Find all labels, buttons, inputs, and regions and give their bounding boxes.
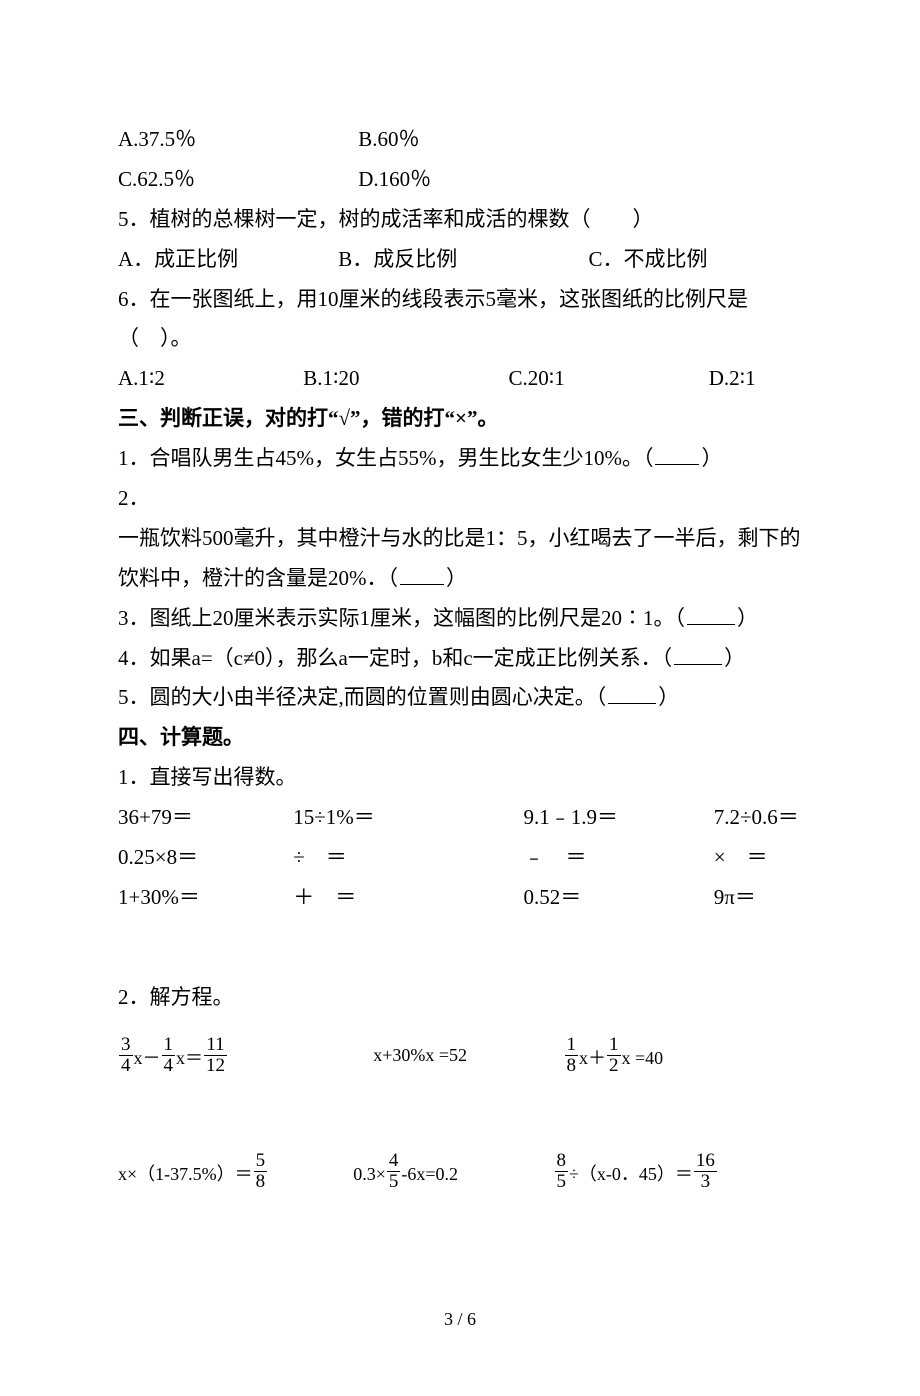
frac-den: 8 — [565, 1055, 579, 1076]
equation-2: x+30%x =52 — [373, 1038, 558, 1072]
eq-text: ÷（x-0．45）＝ — [569, 1164, 693, 1184]
frac-den: 3 — [694, 1171, 717, 1192]
frac-den: 5 — [555, 1171, 569, 1192]
blank-input[interactable] — [655, 443, 699, 465]
s3-q5-text: 5．圆的大小由半径决定,而圆的位置则由圆心决定。（ — [118, 685, 606, 709]
frac-den: 2 — [607, 1055, 621, 1076]
equation-5: 0.3×45-6x=0.2 — [353, 1150, 548, 1192]
blank-input[interactable] — [400, 563, 444, 585]
frac-den: 4 — [119, 1055, 133, 1076]
q6-opt-d: D.2∶1 — [709, 359, 756, 399]
q4-opt-a: A.37.5％ — [118, 120, 353, 160]
q5-opt-a: A．成正比例 — [118, 240, 333, 280]
close-paren: ） — [737, 606, 758, 630]
mental-cell: 9π＝ — [714, 878, 756, 918]
equation-4: x×（1-37.5%）＝58 — [118, 1150, 348, 1192]
mental-cell: 7.2÷0.6＝ — [714, 798, 799, 838]
q4-opt-b: B.60％ — [358, 120, 419, 160]
q5-opt-b: B．成反比例 — [338, 240, 583, 280]
frac-num: 5 — [254, 1151, 268, 1171]
s4-q1-title: 1．直接写出得数。 — [118, 758, 802, 798]
eq-text: 0.3× — [353, 1164, 386, 1184]
q6-opt-a: A.1∶2 — [118, 359, 298, 399]
frac-num: 8 — [555, 1151, 569, 1171]
frac-num: 4 — [387, 1151, 401, 1171]
q6-stem: 6．在一张图纸上，用10厘米的线段表示5毫米，这张图纸的比例尺是（ ）。 — [118, 280, 802, 360]
close-paren: ） — [658, 685, 679, 709]
mental-cell: 0.52＝ — [524, 878, 709, 918]
eq-text: -6x=0.2 — [401, 1164, 458, 1184]
blank-input[interactable] — [687, 603, 735, 625]
eq-text: x＋ — [579, 1048, 606, 1068]
mental-cell: 9.1﹣1.9＝ — [524, 798, 709, 838]
s4-q2-title: 2．解方程。 — [118, 978, 802, 1018]
q4-opt-d: D.160％ — [358, 160, 431, 200]
eq-text: x－ — [134, 1048, 161, 1068]
mental-cell: 15÷1%＝ — [293, 798, 518, 838]
frac-den: 12 — [204, 1055, 227, 1076]
section-3-title: 三、判断正误，对的打“√”，错的打“×”。 — [118, 399, 802, 439]
frac-den: 8 — [254, 1171, 268, 1192]
mental-cell: × ＝ — [714, 838, 768, 878]
q4-opt-c: C.62.5％ — [118, 160, 353, 200]
mental-cell: ﹣ ＝ — [524, 838, 709, 878]
eq-text: x×（1-37.5%）＝ — [118, 1164, 253, 1184]
frac-num: 1 — [162, 1035, 176, 1055]
frac-den: 4 — [162, 1055, 176, 1076]
frac-den: 5 — [387, 1171, 401, 1192]
mental-cell: 36+79＝ — [118, 798, 288, 838]
equation-1: 34x－14x＝1112 — [118, 1034, 368, 1076]
mental-cell: ＋ ＝ — [293, 878, 518, 918]
s3-q1-text: 1．合唱队男生占45%，女生占55%，男生比女生少10%。（ — [118, 446, 653, 470]
eq-text: x＝ — [176, 1048, 203, 1068]
q6-opt-c: C.20∶1 — [509, 359, 704, 399]
close-paren: ） — [724, 646, 745, 670]
frac-num: 1 — [565, 1035, 579, 1055]
close-paren: ） — [446, 566, 467, 590]
section-4-title: 四、计算题。 — [118, 718, 802, 758]
q5-opt-c: C．不成比例 — [589, 240, 708, 280]
blank-input[interactable] — [608, 682, 656, 704]
frac-num: 11 — [204, 1035, 227, 1055]
equation-3: 18x＋12x =40 — [564, 1034, 664, 1076]
mental-cell: ÷ ＝ — [293, 838, 518, 878]
eq-text: x =40 — [622, 1048, 664, 1068]
blank-input[interactable] — [674, 643, 722, 665]
equation-6: 85÷（x-0．45）＝163 — [554, 1150, 718, 1192]
frac-num: 16 — [694, 1151, 717, 1171]
mental-cell: 0.25×8＝ — [118, 838, 288, 878]
s3-q3-text: 3．图纸上20厘米表示实际1厘米，这幅图的比例尺是20∶1。（ — [118, 606, 685, 630]
q5-stem: 5．植树的总棵树一定，树的成活率和成活的棵数（ ） — [118, 200, 802, 240]
s3-q4-text: 4．如果a=（c≠0），那么a一定时，b和c一定成正比例关系．（ — [118, 646, 672, 670]
frac-num: 1 — [607, 1035, 621, 1055]
s3-q2-num: 2． — [118, 479, 802, 519]
mental-cell: 1+30%＝ — [118, 878, 288, 918]
page-footer: 3 / 6 — [118, 1302, 802, 1336]
close-paren: ） — [701, 446, 722, 470]
q6-opt-b: B.1∶20 — [303, 359, 503, 399]
frac-num: 3 — [119, 1035, 133, 1055]
